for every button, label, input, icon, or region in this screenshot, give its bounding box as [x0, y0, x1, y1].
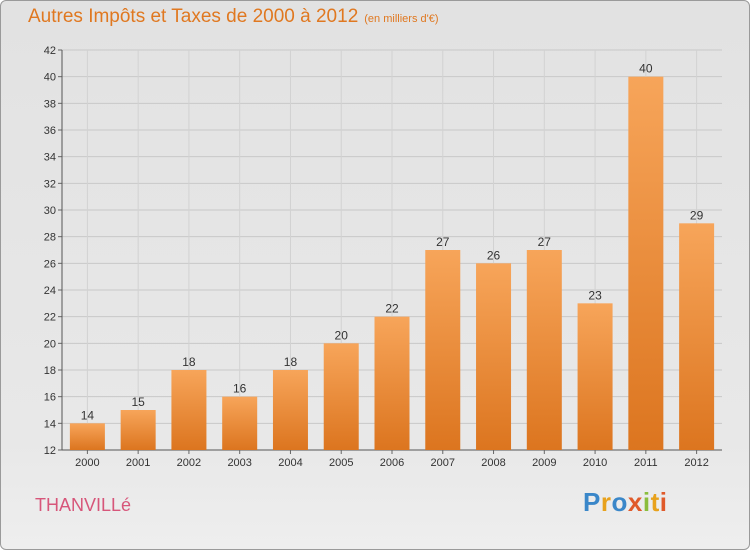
bar-2007: [425, 250, 461, 450]
bar-2004: [272, 370, 308, 450]
x-tick-label-2008: 2008: [481, 457, 505, 469]
y-tick-label: 32: [44, 178, 56, 190]
y-tick-label: 34: [44, 152, 56, 164]
y-tick-label: 38: [44, 98, 56, 110]
data-label-2006: 22: [385, 302, 399, 316]
data-label-2000: 14: [81, 408, 95, 422]
bar-2001: [120, 410, 156, 450]
bar-2011: [628, 76, 664, 451]
bar-2008: [476, 263, 512, 450]
y-tick-label: 28: [44, 232, 56, 244]
y-tick-label: 12: [44, 445, 56, 457]
y-tick-label: 36: [44, 125, 56, 137]
x-tick-label-2000: 2000: [75, 457, 99, 469]
x-tick-label-2002: 2002: [177, 457, 201, 469]
y-tick-label: 26: [44, 258, 56, 270]
x-tick-label-2003: 2003: [227, 457, 251, 469]
x-tick-label-2004: 2004: [278, 457, 302, 469]
x-tick-label-2007: 2007: [431, 457, 455, 469]
bar-2003: [222, 396, 258, 450]
data-label-2009: 27: [538, 235, 552, 249]
bar-2002: [171, 370, 207, 450]
data-label-2007: 27: [436, 235, 450, 249]
y-tick-label: 18: [44, 365, 56, 377]
x-tick-label-2009: 2009: [532, 457, 556, 469]
data-labels: 14 15 18 16 18 20 22 27 26 27 23 40 29: [81, 62, 704, 423]
bar-2000: [69, 423, 105, 450]
data-label-2011: 40: [639, 62, 653, 76]
y-tick-label: 16: [44, 392, 56, 404]
bar-2005: [323, 343, 359, 450]
x-tick-label-2006: 2006: [380, 457, 404, 469]
x-tick-label-2005: 2005: [329, 457, 353, 469]
y-tick-label: 40: [44, 72, 56, 84]
y-tick-label: 42: [44, 45, 56, 57]
data-label-2012: 29: [690, 208, 704, 222]
bar-2009: [526, 250, 562, 450]
chart-subtitle: (en milliers d'€): [364, 13, 439, 25]
x-tick-label-2001: 2001: [126, 457, 150, 469]
y-tick-label: 14: [44, 418, 56, 430]
data-label-2003: 16: [233, 382, 247, 396]
y-tick-label: 30: [44, 205, 56, 217]
data-label-2002: 18: [182, 355, 196, 369]
chart-title: Autres Impôts et Taxes de 2000 à 2012 (en…: [28, 6, 439, 28]
y-tick-label: 20: [44, 338, 56, 350]
chart-title-text: Autres Impôts et Taxes de 2000 à 2012: [28, 6, 359, 27]
data-label-2008: 26: [487, 248, 501, 262]
data-label-2004: 18: [284, 355, 298, 369]
data-label-2005: 20: [335, 328, 349, 342]
x-tick-label-2011: 2011: [634, 457, 658, 469]
bar-2012: [679, 223, 715, 450]
bars: [69, 76, 715, 451]
x-tick-label-2012: 2012: [684, 457, 708, 469]
commune-name: THANVILLé: [35, 495, 132, 515]
axes: 12 14 16 18 20 22 24 26 28 30 32 34 36 38 40 42 2000 2001…: [44, 45, 722, 469]
proxiti-logo: Proxiti: [583, 487, 668, 517]
y-tick-label: 24: [44, 285, 56, 297]
data-label-2001: 15: [131, 395, 145, 409]
y-tick-label: 22: [44, 312, 56, 324]
x-tick-label-2010: 2010: [583, 457, 607, 469]
data-label-2010: 23: [588, 288, 602, 302]
bar-2006: [374, 316, 410, 450]
bar-2010: [577, 303, 613, 450]
